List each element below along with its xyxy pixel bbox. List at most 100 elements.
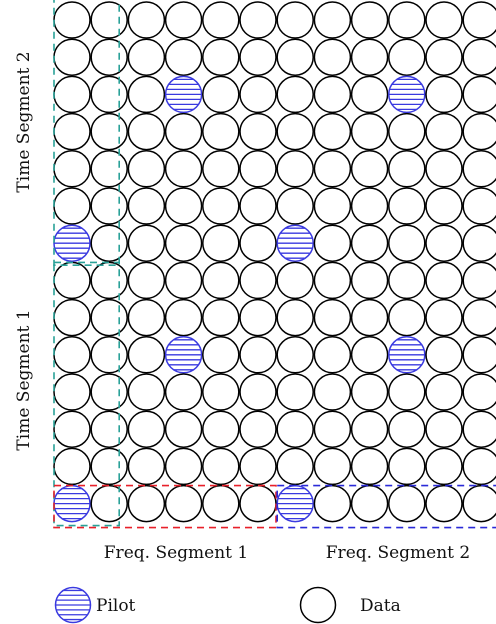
data-symbol <box>462 373 496 411</box>
data-symbol <box>462 336 496 374</box>
data-symbol <box>202 1 240 39</box>
data-symbol <box>388 224 426 262</box>
data-symbol <box>276 261 314 300</box>
data-symbol <box>425 410 463 448</box>
data-symbol <box>164 373 203 411</box>
freq-segment-2-label: Freq. Segment 2 <box>326 543 470 563</box>
data-symbol <box>313 484 352 523</box>
data-symbol <box>313 112 352 151</box>
data-symbol <box>388 298 426 337</box>
data-symbol <box>350 1 389 39</box>
data-symbol <box>239 112 277 151</box>
data-symbol <box>164 261 203 300</box>
data-symbol <box>350 224 389 262</box>
data-symbol <box>127 410 166 448</box>
data-symbol <box>462 112 496 151</box>
data-symbol <box>202 447 240 486</box>
data-symbol <box>388 484 426 523</box>
pilot-symbol <box>388 75 426 114</box>
data-symbol <box>127 112 166 151</box>
data-symbol <box>90 261 128 300</box>
pilot-symbol <box>164 75 203 114</box>
data-symbol <box>388 112 426 151</box>
data-symbol <box>276 187 314 225</box>
data-symbol <box>276 1 314 39</box>
data-symbol <box>425 150 463 188</box>
legend-data-label: Data <box>360 596 401 616</box>
data-symbol <box>202 150 240 188</box>
data-symbol <box>53 38 91 76</box>
data-symbol <box>350 261 389 300</box>
data-symbol <box>313 373 352 411</box>
data-symbol <box>90 38 128 76</box>
data-symbol <box>276 150 314 188</box>
data-symbol <box>425 1 463 39</box>
data-symbol <box>127 373 166 411</box>
data-symbol <box>53 75 91 114</box>
data-symbol <box>127 1 166 39</box>
data-symbol <box>313 75 352 114</box>
data-symbol <box>164 38 203 76</box>
data-symbol <box>313 38 352 76</box>
resource-grid <box>53 1 496 523</box>
data-symbol <box>90 75 128 114</box>
data-symbol <box>350 38 389 76</box>
data-symbol <box>53 187 91 225</box>
data-symbol <box>350 187 389 225</box>
pilot-symbol <box>164 336 203 374</box>
data-symbol <box>276 75 314 114</box>
data-symbol <box>462 410 496 448</box>
data-symbol <box>127 75 166 114</box>
data-symbol <box>425 261 463 300</box>
data-symbol <box>90 224 128 262</box>
data-symbol <box>164 484 203 523</box>
data-symbol <box>313 298 352 337</box>
data-symbol <box>239 447 277 486</box>
data-symbol <box>127 447 166 486</box>
data-symbol <box>239 150 277 188</box>
data-symbol <box>239 224 277 262</box>
time-segment-2-box <box>53 0 120 267</box>
data-symbol <box>202 261 240 300</box>
data-symbol <box>313 150 352 188</box>
data-symbol <box>425 187 463 225</box>
data-symbol <box>350 112 389 151</box>
data-symbol <box>388 373 426 411</box>
data-symbol <box>164 187 203 225</box>
data-symbol <box>90 336 128 374</box>
data-symbol <box>202 75 240 114</box>
data-symbol <box>350 298 389 337</box>
data-symbol <box>425 298 463 337</box>
data-symbol <box>350 410 389 448</box>
data-symbol <box>164 298 203 337</box>
data-symbol <box>127 224 166 262</box>
data-symbol <box>164 224 203 262</box>
time-segment-1-box <box>53 261 120 527</box>
data-symbol <box>90 373 128 411</box>
data-symbol <box>164 410 203 448</box>
data-symbol <box>239 1 277 39</box>
data-symbol <box>313 447 352 486</box>
data-symbol <box>239 261 277 300</box>
data-symbol <box>462 484 496 523</box>
data-symbol <box>127 336 166 374</box>
data-symbol <box>127 38 166 76</box>
data-symbol <box>313 224 352 262</box>
legend-pilot-hatch <box>54 586 92 624</box>
freq-segment-2-box <box>276 484 496 529</box>
data-symbol <box>388 38 426 76</box>
data-symbol <box>202 224 240 262</box>
data-symbol <box>202 373 240 411</box>
data-symbol <box>388 1 426 39</box>
data-symbol <box>164 150 203 188</box>
data-symbol <box>239 484 277 523</box>
data-symbol <box>313 1 352 39</box>
data-symbol <box>276 373 314 411</box>
legend-pilot-symbol <box>54 586 92 624</box>
data-symbol <box>127 187 166 225</box>
data-symbol <box>350 447 389 486</box>
data-symbol <box>462 1 496 39</box>
data-symbol <box>425 336 463 374</box>
data-symbol <box>425 447 463 486</box>
data-symbol <box>53 410 91 448</box>
